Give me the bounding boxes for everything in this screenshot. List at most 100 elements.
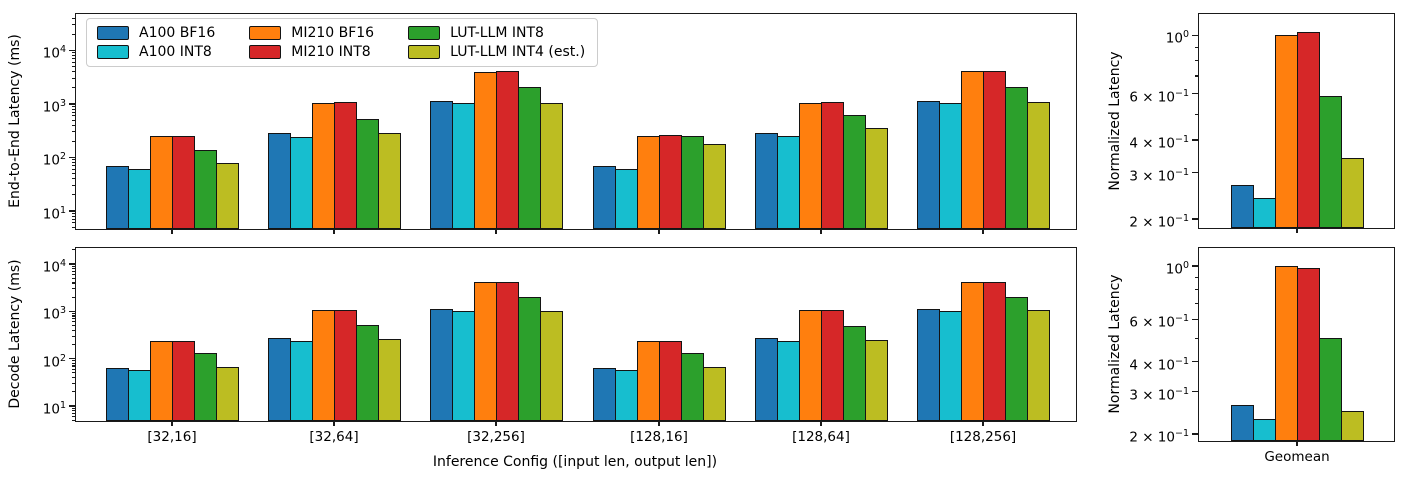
bar-mi210-int8 <box>1297 31 1320 228</box>
x-tick-label: [32,16] <box>147 429 197 445</box>
y-axis-minor-tick <box>1194 288 1198 290</box>
y-tick-label: 102 <box>42 151 66 169</box>
x-axis-tick <box>820 229 822 234</box>
bar-mi210-bf16-32-256 <box>474 282 497 421</box>
bar-lut-llm-int8-128-256 <box>1005 297 1028 421</box>
legend-swatch-icon <box>97 26 129 40</box>
y-axis-minor-tick <box>71 108 75 110</box>
bar-a100-bf16-128-256 <box>917 308 940 421</box>
y-axis-minor-tick <box>71 315 75 317</box>
xlabel-inference-config: Inference Config ([input len, output len… <box>432 454 718 470</box>
bar-lut-llm-int8-Geomean <box>1319 338 1342 441</box>
y-axis-major-tick <box>1192 361 1198 363</box>
y-axis-minor-tick <box>71 124 75 126</box>
y-tick-label: 104 <box>42 258 66 276</box>
bar-a100-bf16-128-16 <box>593 165 616 229</box>
x-tick-label: [128,64] <box>792 429 850 445</box>
bar-lut-llm-int4-est <box>1341 158 1364 228</box>
x-axis-tick <box>333 229 335 234</box>
y-axis-minor-tick <box>71 61 75 63</box>
bar-lut-llm-int4-est-128-256 <box>1027 310 1050 421</box>
y-axis-minor-tick <box>71 66 75 68</box>
y-axis-minor-tick <box>71 131 75 133</box>
y-axis-minor-tick <box>71 87 75 89</box>
bar-lut-llm-int4-est-128-16 <box>703 143 726 229</box>
bar-mi210-int8-128-16 <box>659 134 682 229</box>
y-axis-minor-tick <box>71 226 75 228</box>
ylabel-normalized-latency-bottom: Normalized Latency <box>1107 274 1123 414</box>
y-axis-minor-tick <box>71 296 75 298</box>
y-axis-minor-tick <box>71 282 75 284</box>
y-axis-minor-tick <box>71 407 75 409</box>
y-tick-label: 2 × 10−1 <box>1129 213 1189 231</box>
chart-normalized-end-to-end: 100 6 × 10−1 4 × 10−1 3 × 10−1 2 × 10−1 <box>1129 13 1395 233</box>
y-axis-minor-tick <box>71 52 75 54</box>
y-tick-label: 3 × 10−1 <box>1129 166 1189 185</box>
y-axis-minor-tick <box>71 277 75 279</box>
x-tick-label: Geomean <box>1264 449 1330 465</box>
bar-lut-llm-int8-32-64 <box>356 118 379 229</box>
bar-a100-bf16-Geomean <box>1231 404 1254 441</box>
y-axis-major-tick <box>69 405 75 407</box>
bar-mi210-int8-128-256 <box>983 71 1006 229</box>
y-axis-minor-tick <box>71 24 75 26</box>
x-axis-tick <box>1296 441 1298 446</box>
bar-a100-bf16-32-16 <box>106 165 129 229</box>
y-axis-minor-tick <box>1194 60 1198 62</box>
legend-entry: MI210 BF16 <box>249 25 374 41</box>
y-tick-label: 4 × 10−1 <box>1129 133 1189 152</box>
y-axis-minor-tick <box>71 409 75 412</box>
x-axis-tick <box>495 421 497 426</box>
x-axis-tick <box>982 421 984 426</box>
legend-label: LUT-LLM INT4 (est.) <box>450 44 586 60</box>
x-tick-label: [32,64] <box>309 429 359 445</box>
legend-label: A100 INT8 <box>139 44 212 60</box>
y-axis-minor-tick <box>71 212 75 214</box>
bar-a100-bf16-128-64 <box>755 132 778 229</box>
y-axis-major-tick <box>1192 265 1198 267</box>
chart-normalized-decode: 100 6 × 10−1 4 × 10−1 3 × 10−1 2 × 10−1 Geome… <box>1129 247 1395 465</box>
legend-entry: MI210 INT8 <box>249 44 374 60</box>
legend-entry: LUT-LLM INT4 (est.) <box>408 44 585 60</box>
bar-mi210-int8-128-64 <box>821 310 844 421</box>
bar-lut-llm-int8-32-256 <box>518 86 541 229</box>
y-axis-minor-tick <box>71 140 75 142</box>
bar-mi210-int8-32-16 <box>172 340 195 421</box>
y-axis-major-tick <box>1192 34 1198 36</box>
chart-legend: A100 BF16 A100 INT8 MI210 BF16 MI210 INT8 LU… <box>86 18 599 67</box>
y-axis-minor-tick <box>1194 302 1198 304</box>
bar-lut-llm-int8 <box>1319 95 1342 228</box>
y-axis-minor-tick <box>71 17 75 19</box>
y-axis-minor-tick <box>71 368 75 370</box>
y-tick-label: 103 <box>42 305 66 323</box>
y-axis-major-tick <box>69 357 75 360</box>
y-axis-minor-tick <box>71 415 75 417</box>
y-axis-minor-tick <box>1194 276 1198 278</box>
bar-lut-llm-int4-est-128-64 <box>865 339 888 421</box>
bar-a100-bf16-32-256 <box>430 100 453 229</box>
y-axis-minor-tick <box>71 382 75 384</box>
y-axis-major-tick <box>69 310 75 313</box>
y-axis-minor-tick <box>71 173 75 175</box>
bar-lut-llm-int8-128-64 <box>843 115 866 229</box>
x-axis-tick <box>171 229 173 234</box>
y-axis-major-tick <box>1192 391 1198 393</box>
bar-lut-llm-int4-est-32-64 <box>378 132 401 229</box>
y-axis-minor-tick <box>1194 337 1198 339</box>
y-axis-minor-tick <box>71 270 75 273</box>
legend-label: LUT-LLM INT8 <box>450 25 544 41</box>
bar-a100-int8-128-16 <box>615 370 638 421</box>
bar-mi210-int8-128-64 <box>821 101 844 229</box>
bar-mi210-bf16-128-64 <box>799 310 822 421</box>
y-axis-minor-tick <box>71 215 75 217</box>
x-axis-tick <box>658 229 660 234</box>
y-axis-minor-tick <box>71 58 75 60</box>
y-axis-major-tick <box>69 210 75 212</box>
bar-mi210-int8-128-256 <box>983 282 1006 421</box>
y-axis-minor-tick <box>71 71 75 73</box>
bar-a100-bf16-32-16 <box>106 367 129 421</box>
bar-lut-llm-int8-128-256 <box>1005 87 1028 229</box>
legend-label: MI210 BF16 <box>291 25 375 41</box>
y-axis-minor-tick <box>71 321 75 323</box>
